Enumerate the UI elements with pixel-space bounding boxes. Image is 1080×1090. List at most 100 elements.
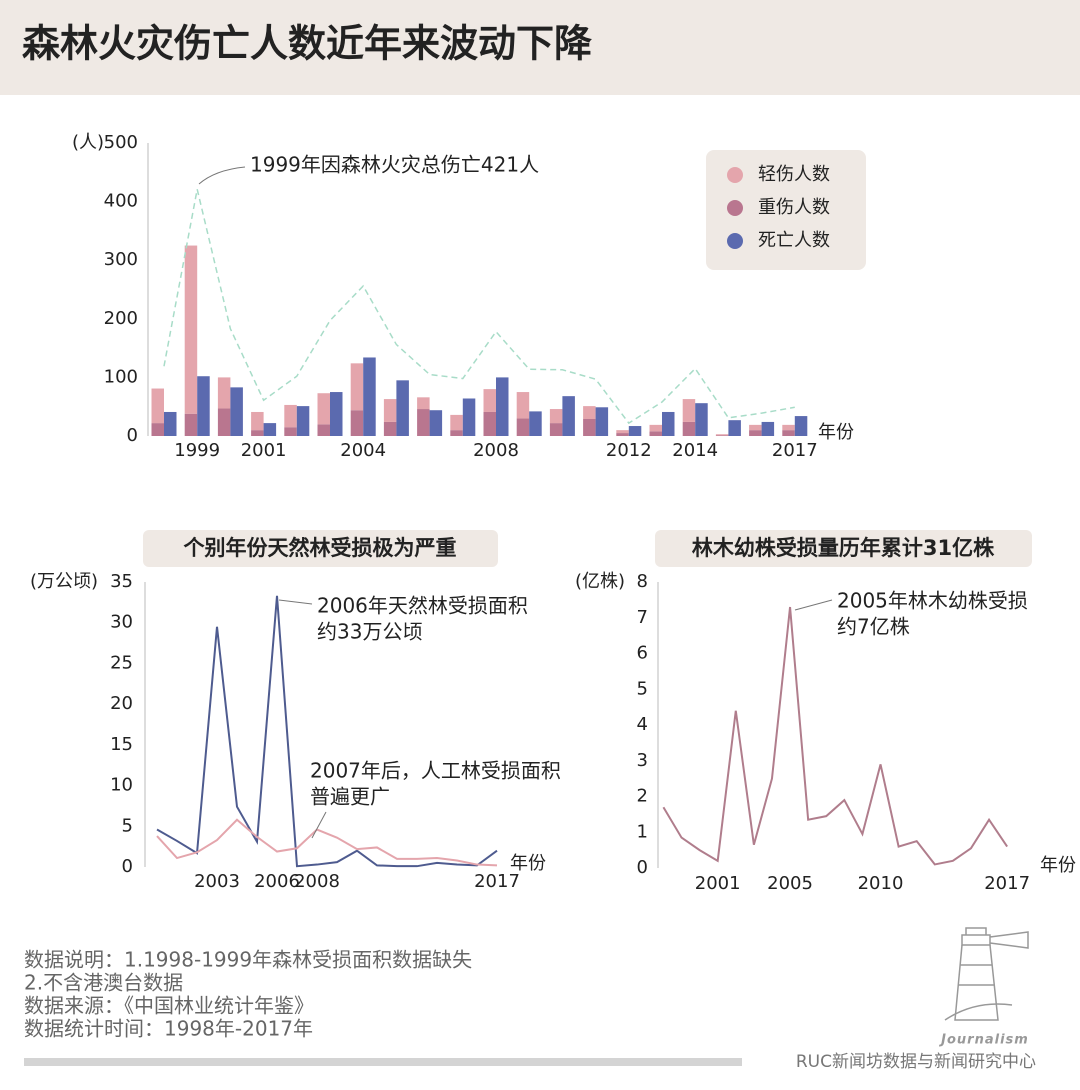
bar xyxy=(715,434,729,436)
line xyxy=(156,818,498,867)
annotation: 2007年后，人工林受损面积 xyxy=(310,759,561,783)
bar xyxy=(197,376,210,436)
bar xyxy=(549,409,563,424)
y-tick-label: 300 xyxy=(104,249,138,270)
note: 数据说明：1.1998-1999年森林受损面积数据缺失 xyxy=(24,948,472,972)
bar xyxy=(782,424,795,431)
y-tick-label: 30 xyxy=(110,612,133,633)
credit: RUC新闻坊数据与新闻研究中心 xyxy=(796,1052,1036,1072)
annotation-leader xyxy=(794,599,833,611)
x-tick-label: 2008 xyxy=(473,440,519,461)
y-tick-label: 25 xyxy=(110,652,133,673)
annotation: 约33万公顷 xyxy=(317,620,422,644)
logo-text: Journalism xyxy=(938,1033,1029,1048)
y-tick-label: 2 xyxy=(637,786,648,807)
x-axis-label: 年份 xyxy=(818,422,854,443)
bar xyxy=(330,392,343,436)
y-tick-label: 0 xyxy=(637,857,648,878)
bar xyxy=(251,430,264,436)
bar xyxy=(628,426,642,436)
y-tick-label: 5 xyxy=(122,815,133,836)
legend-marker xyxy=(727,167,743,183)
y-tick-label: 6 xyxy=(637,643,648,664)
bar xyxy=(383,399,397,422)
x-tick-label: 2005 xyxy=(767,873,813,894)
y-tick-label: 0 xyxy=(127,425,138,446)
x-tick-label: 2004 xyxy=(340,440,386,461)
y-tick-label: 400 xyxy=(104,191,138,212)
x-tick-label: 2017 xyxy=(984,873,1030,894)
bar xyxy=(230,387,243,436)
bar xyxy=(529,411,542,436)
bar xyxy=(682,399,696,422)
annotation-leader xyxy=(311,811,327,839)
bar xyxy=(549,423,563,436)
bar xyxy=(583,419,596,436)
bar xyxy=(794,416,808,436)
bar xyxy=(251,411,264,431)
bar xyxy=(583,406,596,420)
legend-marker xyxy=(727,233,743,249)
title-pill xyxy=(143,530,498,567)
note: 数据统计时间：1998年-2017年 xyxy=(24,1017,313,1041)
bar xyxy=(462,398,476,436)
x-tick-label: 2017 xyxy=(772,440,818,461)
note: 2.不含港澳台数据 xyxy=(24,971,183,995)
bar xyxy=(682,421,696,436)
chart-title: 个别年份天然林受损极为严重 xyxy=(184,536,457,560)
y-tick-label: 7 xyxy=(637,607,648,628)
legend-marker xyxy=(727,200,743,216)
bar xyxy=(483,389,496,412)
bar xyxy=(496,377,509,436)
x-axis-label: 年份 xyxy=(510,853,546,874)
bar xyxy=(616,430,629,434)
bar xyxy=(164,411,177,436)
line xyxy=(662,606,1008,866)
bar xyxy=(263,423,277,436)
bar xyxy=(383,421,397,436)
chart-title: 林木幼株受损量历年累计31亿株 xyxy=(692,536,995,560)
y-tick-label: 500 xyxy=(104,132,138,153)
logo xyxy=(944,927,1029,1021)
bar xyxy=(296,406,310,436)
bar xyxy=(649,431,662,436)
annotation: 约7亿株 xyxy=(837,615,910,639)
bar xyxy=(715,435,729,436)
annotation: 2005年林木幼株受损 xyxy=(837,589,1028,613)
bar xyxy=(429,410,443,436)
bar xyxy=(450,414,463,431)
bar xyxy=(662,411,675,436)
legend-label: 死亡人数 xyxy=(758,230,830,251)
bar xyxy=(363,357,376,436)
bar xyxy=(450,430,463,436)
x-tick-label: 1999 xyxy=(174,440,220,461)
x-tick-label: 2001 xyxy=(695,873,741,894)
bar xyxy=(616,433,629,436)
annotation-leader xyxy=(198,166,246,185)
bar xyxy=(151,423,164,436)
bar xyxy=(350,363,364,411)
annotation: 2006年天然林受损面积 xyxy=(317,594,528,618)
annotation: 普遍更广 xyxy=(310,785,390,809)
y-tick-label: 100 xyxy=(104,366,138,387)
bar xyxy=(317,424,330,436)
bar xyxy=(695,403,708,436)
y-tick-label: 35 xyxy=(110,571,133,592)
bar xyxy=(184,413,198,436)
annotation-leader xyxy=(278,599,313,605)
bar xyxy=(516,392,530,419)
y-tick-label: 0 xyxy=(122,856,133,877)
y-axis-label: (万公顷) xyxy=(30,571,98,592)
x-tick-label: 2014 xyxy=(672,440,718,461)
title-pill xyxy=(655,530,1032,567)
bar xyxy=(595,407,609,436)
y-tick-label: 10 xyxy=(110,775,133,796)
bar xyxy=(749,430,762,436)
bar xyxy=(396,380,409,436)
y-tick-label: 8 xyxy=(637,571,648,592)
annotation: 1999年因森林火灾总伤亡421人 xyxy=(250,153,539,177)
y-axis-label: (亿株) xyxy=(575,571,625,592)
footer-bar xyxy=(24,1058,742,1066)
bar xyxy=(317,393,330,425)
